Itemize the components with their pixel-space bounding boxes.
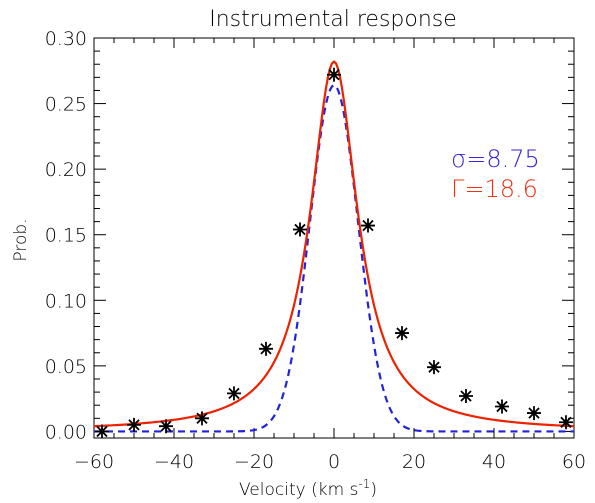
data-point (559, 415, 573, 430)
sigma-annotation: σ=8.75 (451, 145, 540, 173)
asterisk-marker (95, 424, 109, 439)
y-tick-label: 0.15 (45, 225, 87, 247)
x-axis-title: Velocity (km s-1) (239, 477, 377, 500)
x-tick-label: 0 (328, 451, 340, 473)
data-point (361, 218, 375, 233)
x-axis: −60 −40 −20 0 20 40 60 (74, 38, 586, 473)
x-tick-label: 40 (482, 451, 506, 473)
data-point (459, 389, 473, 404)
y-axis: 0.00 0.05 0.10 0.15 0.20 0.25 0.30 (45, 28, 574, 443)
x-tick-label: 20 (402, 451, 426, 473)
x-tick-label: −60 (74, 451, 114, 473)
data-point (227, 386, 241, 401)
asterisk-marker (395, 326, 409, 341)
chart-title: Instrumental response (209, 7, 457, 32)
asterisk-marker (527, 406, 541, 421)
asterisk-marker (293, 222, 307, 237)
y-tick-label: 0.00 (45, 421, 87, 443)
asterisk-marker (227, 386, 241, 401)
asterisk-marker (127, 417, 141, 432)
data-point (259, 341, 273, 356)
data-point (327, 67, 341, 82)
y-axis-title: Prob. (11, 218, 31, 261)
asterisk-marker (327, 67, 341, 82)
series-layer (94, 60, 574, 439)
x-tick-label: −40 (154, 451, 194, 473)
y-tick-label: 0.30 (45, 28, 87, 50)
asterisk-marker (195, 411, 209, 426)
data-point (427, 360, 441, 375)
plot-frame (93, 37, 575, 439)
data-point (195, 411, 209, 426)
data-point (127, 417, 141, 432)
data-point (95, 424, 109, 439)
y-tick-label: 0.05 (45, 356, 87, 378)
plot-border (93, 37, 575, 439)
data-point (293, 222, 307, 237)
y-tick-label: 0.20 (45, 159, 87, 181)
asterisk-marker (159, 419, 173, 434)
asterisk-marker (259, 341, 273, 356)
asterisk-marker (361, 218, 375, 233)
asterisk-marker (559, 415, 573, 430)
x-tick-label: 60 (562, 451, 586, 473)
data-point (527, 406, 541, 421)
data-point (495, 399, 509, 414)
asterisk-marker (495, 399, 509, 414)
asterisk-marker (427, 360, 441, 375)
lorentzian-fit-line (94, 60, 574, 428)
y-tick-label: 0.10 (45, 290, 87, 312)
y-tick-label: 0.25 (45, 94, 87, 116)
gaussian-fit-line (94, 83, 574, 433)
gamma-annotation: Γ=18.6 (451, 175, 538, 203)
data-point (395, 326, 409, 341)
data-point (159, 419, 173, 434)
asterisk-marker (459, 389, 473, 404)
x-tick-label: −20 (234, 451, 274, 473)
